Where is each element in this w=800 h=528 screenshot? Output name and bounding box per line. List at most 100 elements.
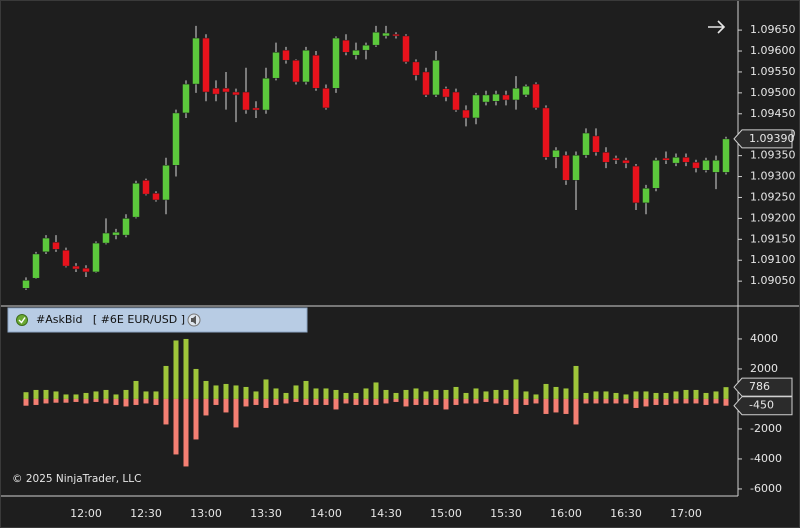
y-tick-label: 1.09500 <box>750 86 796 99</box>
candle-body <box>122 218 130 236</box>
volume-bar <box>613 398 619 404</box>
candle-body <box>312 54 320 89</box>
volume-bar <box>213 398 219 405</box>
candle-body <box>52 241 60 250</box>
volume-bar <box>393 398 399 402</box>
volume-bar <box>483 398 489 402</box>
y-tick-label: 1.09250 <box>750 190 796 203</box>
volume-bar <box>93 391 99 399</box>
volume-bar <box>663 398 669 405</box>
volume-bar <box>303 380 309 399</box>
volume-bar <box>173 398 179 455</box>
volume-bar <box>493 398 499 404</box>
y-tick-label: 1.09050 <box>750 274 796 287</box>
volume-bar <box>423 398 429 405</box>
volume-bar <box>653 392 659 399</box>
volume-bar <box>73 398 79 402</box>
candle-body <box>682 157 690 163</box>
indicator-label-box[interactable] <box>7 307 308 333</box>
candle-body <box>462 109 470 119</box>
volume-bar <box>663 392 669 399</box>
candle-body <box>602 152 610 163</box>
check-mark <box>18 317 26 324</box>
candle-body <box>232 91 240 96</box>
volume-bar <box>343 392 349 399</box>
volume-bar <box>473 388 479 399</box>
volume-bar <box>503 398 509 405</box>
volume-bar <box>73 394 79 399</box>
candle-body <box>142 180 150 195</box>
candle-body <box>532 83 540 109</box>
volume-bar <box>83 392 89 399</box>
volume-bar <box>53 391 59 399</box>
candle-body <box>92 242 100 273</box>
candle-body <box>112 231 120 236</box>
volume-bar <box>423 391 429 399</box>
volume-bar <box>133 398 139 405</box>
candle-body <box>552 149 560 158</box>
volume-bar <box>593 391 599 399</box>
volume-bar <box>653 398 659 405</box>
candle-body <box>412 61 420 76</box>
volume-bar <box>493 389 499 399</box>
candle-body <box>352 49 360 56</box>
volume-bar <box>703 398 709 405</box>
volume-bar <box>643 398 649 407</box>
volume-bar <box>543 398 549 414</box>
volume-bar <box>143 391 149 399</box>
volume-bar <box>303 398 309 405</box>
volume-bar <box>113 394 119 399</box>
candle-body <box>272 52 280 79</box>
volume-bar <box>123 389 129 399</box>
volume-bar <box>93 398 99 402</box>
last-value-label-box <box>733 377 793 397</box>
y-tick-label: 1.09300 <box>750 170 796 183</box>
candle-body <box>632 165 640 204</box>
volume-bar <box>473 398 479 404</box>
volume-bar <box>363 388 369 399</box>
y-tick-label: 1.09100 <box>750 253 796 266</box>
volume-bar <box>713 398 719 404</box>
volume-bar <box>313 388 319 399</box>
candle-body <box>372 31 380 46</box>
volume-bar <box>203 380 209 399</box>
copyright: © 2025 NinjaTrader, LLC <box>12 473 141 485</box>
candle-body <box>322 88 330 109</box>
candle-body <box>622 159 630 164</box>
y-tick-label: 2000 <box>750 362 778 375</box>
volume-bar <box>333 398 339 410</box>
volume-bar <box>683 389 689 399</box>
candle-body <box>672 157 680 164</box>
volume-bar <box>293 398 299 402</box>
candle-body <box>712 159 720 173</box>
candle-body <box>32 253 40 279</box>
volume-bar <box>333 389 339 399</box>
candle-body <box>262 77 270 111</box>
volume-bar <box>153 391 159 399</box>
volume-bar <box>443 398 449 410</box>
volume-bar <box>413 388 419 399</box>
y-tick-label: -2000 <box>750 422 782 435</box>
candle-body <box>132 182 140 218</box>
scroll-arrow[interactable] <box>708 20 726 34</box>
candle-body <box>512 88 520 101</box>
volume-bar <box>263 379 269 399</box>
volume-bar <box>413 398 419 405</box>
volume-bar <box>703 392 709 399</box>
volume-bar <box>113 398 119 405</box>
speaker-glyph <box>191 315 196 325</box>
volume-bar <box>643 391 649 399</box>
volume-bar <box>693 398 699 404</box>
y-tick-label: 1.09450 <box>750 107 796 120</box>
volume-bar <box>593 398 599 404</box>
volume-bar <box>433 398 439 405</box>
volume-bar <box>613 392 619 399</box>
x-tick-label: 12:00 <box>70 507 102 520</box>
indicator-enabled-icon[interactable] <box>16 314 28 326</box>
last-value-label: -450 <box>749 399 774 412</box>
candle-body <box>282 49 290 61</box>
volume-bar <box>103 389 109 399</box>
candle-body <box>202 37 210 93</box>
volume-bar <box>433 389 439 399</box>
